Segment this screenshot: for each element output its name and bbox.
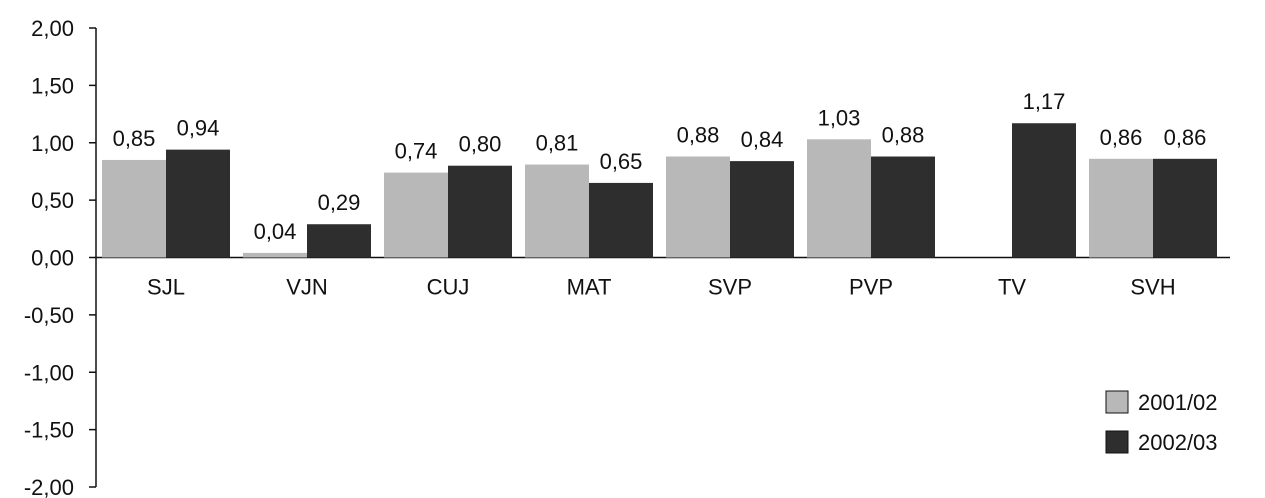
y-tick-label: 2,00 — [31, 16, 74, 41]
y-tick-label: -1,50 — [24, 418, 74, 443]
y-axis: 2,00 1,50 1,00 0,50 0,00 -0,50 -1,00 -1,50 -2,00 — [24, 16, 1230, 498]
bar — [871, 156, 935, 258]
data-label: 0,86 — [1164, 125, 1207, 150]
data-label: 0,81 — [536, 131, 579, 156]
data-label: 0,29 — [318, 190, 361, 215]
data-label: 0,80 — [459, 132, 502, 157]
data-label: 0,94 — [177, 116, 220, 141]
y-tick-label: -2,00 — [24, 475, 74, 498]
data-label: 0,88 — [882, 123, 925, 148]
category-label: TV — [998, 275, 1026, 300]
data-label: 0,84 — [741, 127, 784, 152]
legend-swatch — [1105, 430, 1129, 454]
category-label: SVH — [1130, 275, 1175, 300]
bar — [384, 172, 448, 258]
data-labels: 0,85 0,94 0,04 0,29 0,74 0,80 0,81 0,65 0,88 0,84… — [113, 89, 1207, 244]
bar — [525, 164, 589, 258]
y-tick-label: -1,00 — [24, 360, 74, 385]
data-label: 0,88 — [677, 123, 720, 148]
data-label: 0,04 — [254, 219, 297, 244]
legend-label: 2001/02 — [1138, 390, 1218, 415]
bar — [166, 149, 230, 258]
category-label: SJL — [147, 275, 185, 300]
bar — [589, 182, 653, 258]
category-labels: SJL VJN CUJ MAT SVP PVP TV SVH — [147, 275, 1176, 300]
data-label: 1,03 — [818, 105, 861, 130]
bar — [307, 224, 371, 258]
y-tick-label: 1,50 — [31, 73, 74, 98]
category-label: MAT — [567, 275, 612, 300]
category-label: SVP — [708, 275, 752, 300]
bar — [1153, 158, 1217, 258]
category-label: VJN — [286, 275, 328, 300]
bars — [102, 123, 1217, 258]
data-label: 0,85 — [113, 126, 156, 151]
y-tick-label: 0,00 — [31, 246, 74, 271]
bar — [666, 156, 730, 258]
y-tick-label: 0,50 — [31, 188, 74, 213]
data-label: 0,65 — [600, 149, 643, 174]
bar — [102, 159, 166, 258]
category-label: CUJ — [427, 275, 470, 300]
y-tick-label: 1,00 — [31, 131, 74, 156]
legend-label: 2002/03 — [1138, 430, 1218, 455]
bar — [448, 165, 512, 258]
data-label: 0,86 — [1100, 125, 1143, 150]
bar — [1089, 158, 1153, 258]
bar — [1012, 123, 1076, 258]
bar — [807, 139, 871, 258]
legend: 2001/02 2002/03 — [1105, 390, 1218, 455]
bar — [243, 252, 307, 258]
data-label: 0,74 — [395, 139, 438, 164]
y-tick-label: -0,50 — [24, 303, 74, 328]
category-label: PVP — [849, 275, 893, 300]
bar — [730, 161, 794, 258]
data-label: 1,17 — [1023, 89, 1066, 114]
legend-swatch — [1105, 390, 1129, 414]
